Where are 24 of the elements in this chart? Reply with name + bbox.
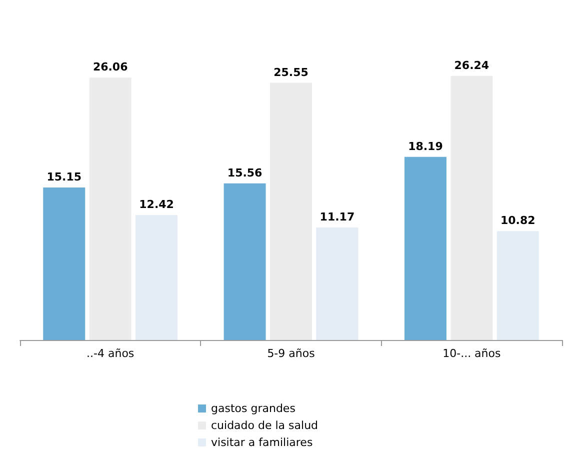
bar — [496, 231, 539, 340]
data-label: 11.17 — [320, 210, 355, 224]
bar — [270, 82, 312, 340]
bar — [136, 214, 178, 340]
data-label: 10.82 — [500, 214, 536, 228]
legend-label: gastos grandes — [211, 402, 296, 415]
bar — [316, 228, 358, 340]
bar — [43, 187, 86, 340]
x-tick-label: 5-9 años — [267, 347, 316, 360]
bar — [224, 183, 266, 340]
x-tick-label: ..-4 años — [86, 347, 134, 360]
x-tick-label: 10-... años — [442, 347, 501, 360]
bar — [404, 156, 446, 340]
bar — [450, 76, 493, 340]
legend-label: cuidado de la salud — [211, 419, 318, 432]
data-label: 18.19 — [408, 140, 443, 153]
data-label: 26.06 — [92, 60, 128, 74]
legend-label: visitar a familiares — [211, 436, 313, 449]
data-label: 26.24 — [454, 58, 490, 72]
bar — [89, 78, 132, 340]
data-label: 25.55 — [274, 66, 308, 79]
data-label: 12.42 — [139, 198, 174, 211]
data-label: 15.15 — [46, 170, 82, 184]
data-label: 15.56 — [227, 166, 263, 180]
